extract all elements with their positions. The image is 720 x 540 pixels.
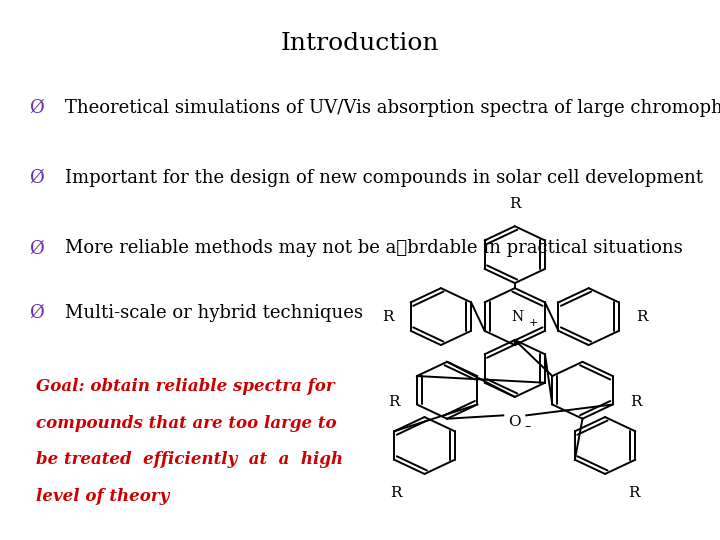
Text: –: – xyxy=(524,420,530,434)
Text: Ø: Ø xyxy=(29,99,43,117)
Text: R: R xyxy=(382,309,393,323)
Text: N: N xyxy=(512,309,523,323)
Text: Multi-scale or hybrid techniques: Multi-scale or hybrid techniques xyxy=(65,304,363,322)
Text: O: O xyxy=(508,415,521,429)
Text: be treated  efficiently  at  a  high: be treated efficiently at a high xyxy=(36,451,343,468)
Text: R: R xyxy=(628,485,639,500)
Text: Important for the design of new compounds in solar cell development: Important for the design of new compound… xyxy=(65,169,703,187)
Text: level of theory: level of theory xyxy=(36,488,169,505)
Text: Theoretical simulations of UV/Vis absorption spectra of large chromophores: Theoretical simulations of UV/Vis absorp… xyxy=(65,99,720,117)
Text: R: R xyxy=(636,309,648,323)
Text: +: + xyxy=(528,318,538,328)
Text: R: R xyxy=(390,485,402,500)
Text: Introduction: Introduction xyxy=(281,32,439,56)
Text: compounds that are too large to: compounds that are too large to xyxy=(36,415,337,431)
Text: R: R xyxy=(630,395,642,409)
Text: More reliable methods may not be aﾽbrdable in practical situations: More reliable methods may not be aﾽbrdab… xyxy=(65,239,683,258)
Text: R: R xyxy=(388,395,400,409)
Text: R: R xyxy=(509,197,521,211)
Text: Ø: Ø xyxy=(29,169,43,187)
Text: Ø: Ø xyxy=(29,239,43,258)
Text: Ø: Ø xyxy=(29,304,43,322)
Text: Goal: obtain reliable spectra for: Goal: obtain reliable spectra for xyxy=(36,378,335,395)
